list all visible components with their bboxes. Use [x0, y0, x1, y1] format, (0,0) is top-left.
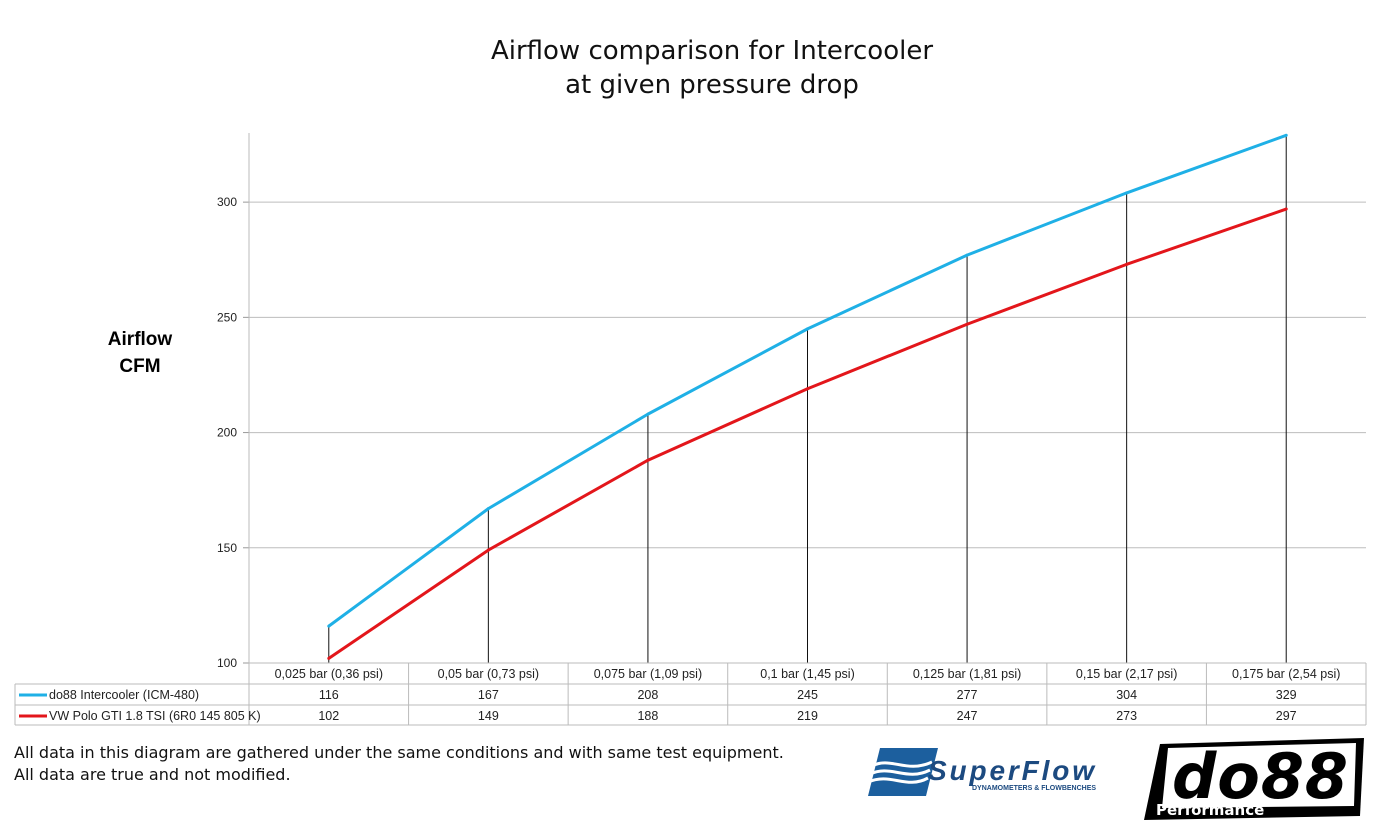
y-tick-label: 200 [217, 426, 237, 440]
data-table-value: 297 [1276, 709, 1297, 723]
svg-text:do88: do88 [1172, 740, 1348, 813]
y-tick-label: 300 [217, 195, 237, 209]
do88-logo: do88 Performance [1144, 738, 1364, 820]
chart-plot: 100 150 200 250 300 0,025 bar (0,36 psi) 0,05 … [14, 133, 1367, 726]
x-category-label: 0,075 bar (1,09 psi) [594, 667, 702, 681]
data-point [965, 322, 969, 326]
title-line-2: at given pressure drop [565, 70, 859, 100]
y-label-line-1: Airflow [107, 329, 173, 350]
chart-title: Airflow comparison for Intercooler at gi… [0, 34, 1382, 102]
data-table-value: 273 [1116, 709, 1137, 723]
data-point [327, 656, 331, 660]
data-point [486, 548, 490, 552]
data-point [1284, 133, 1288, 137]
data-table-value: 102 [318, 709, 339, 723]
data-point [1125, 262, 1129, 266]
x-category-label: 0,1 bar (1,45 psi) [760, 667, 855, 681]
svg-text:SuperFlow: SuperFlow [928, 755, 1096, 786]
data-table-value: 247 [957, 709, 978, 723]
footnote: All data in this diagram are gathered un… [14, 742, 784, 786]
x-category-label: 0,175 bar (2,54 psi) [1232, 667, 1340, 681]
superflow-logo: SuperFlow DYNAMOMETERS & FLOWBENCHES [867, 748, 1096, 796]
data-point [1284, 207, 1288, 211]
data-table-value: 116 [319, 688, 339, 702]
data-point [965, 253, 969, 257]
svg-text:Performance: Performance [1156, 801, 1264, 819]
data-table-value: 188 [637, 709, 658, 723]
data-point [646, 458, 650, 462]
y-axis-label: Airflow CFM [90, 326, 190, 380]
y-tick-label: 100 [217, 656, 237, 670]
title-line-1: Airflow comparison for Intercooler [490, 36, 934, 66]
data-table-value: 245 [797, 688, 818, 702]
legend-label: do88 Intercooler (ICM-480) [49, 688, 199, 702]
data-table-value: 329 [1276, 688, 1297, 702]
footnote-line-1: All data in this diagram are gathered un… [14, 743, 784, 762]
footnote-line-2: All data are true and not modified. [14, 765, 291, 784]
x-category-label: 0,125 bar (1,81 psi) [913, 667, 1021, 681]
data-point [486, 507, 490, 511]
y-tick-label: 250 [217, 310, 237, 324]
data-point [646, 412, 650, 416]
x-category-label: 0,05 bar (0,73 psi) [438, 667, 539, 681]
data-table-value: 219 [797, 709, 818, 723]
data-table-value: 208 [637, 688, 658, 702]
data-table-value: 304 [1116, 688, 1137, 702]
data-table-value: 277 [957, 688, 978, 702]
x-category-label: 0,025 bar (0,36 psi) [275, 667, 383, 681]
legend-label: VW Polo GTI 1.8 TSI (6R0 145 805 K) [49, 709, 261, 723]
data-point [1125, 191, 1129, 195]
data-table-value: 149 [478, 709, 499, 723]
data-point [806, 327, 809, 331]
y-label-line-2: CFM [119, 356, 161, 377]
data-table-value: 167 [478, 688, 499, 702]
data-point [806, 387, 809, 391]
x-category-label: 0,15 bar (2,17 psi) [1076, 667, 1177, 681]
data-point [327, 624, 331, 628]
svg-text:DYNAMOMETERS & FLOWBENCHES: DYNAMOMETERS & FLOWBENCHES [972, 785, 1096, 792]
y-tick-label: 150 [217, 541, 237, 555]
